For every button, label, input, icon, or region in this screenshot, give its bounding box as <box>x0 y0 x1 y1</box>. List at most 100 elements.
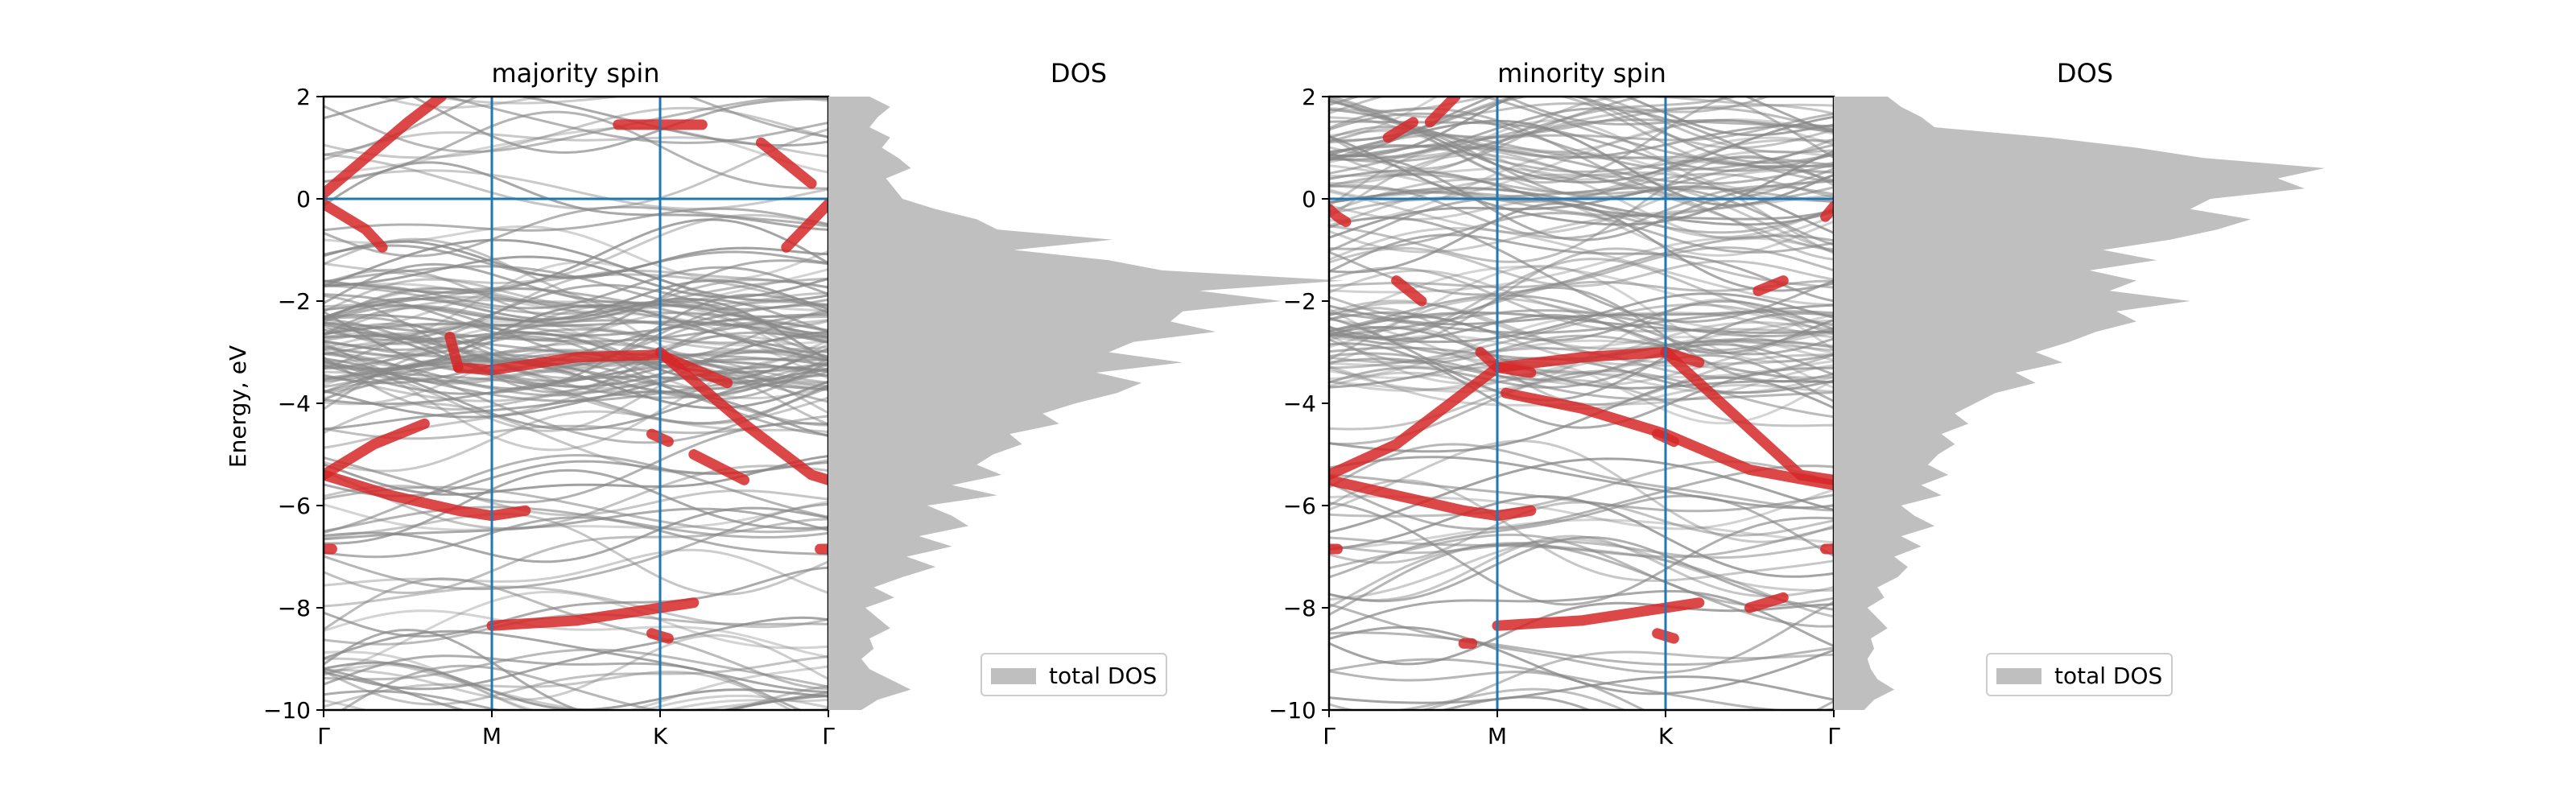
band-line <box>324 402 828 476</box>
band-line <box>324 110 828 190</box>
total-dos-area <box>828 97 1344 710</box>
energy-axis-label: Energy, eV <box>225 345 251 468</box>
band-line <box>324 259 828 341</box>
band-line <box>324 648 828 688</box>
band-line <box>1329 246 1834 289</box>
band-line <box>324 295 828 319</box>
band-line <box>1329 118 1834 163</box>
band-line <box>1329 443 1834 512</box>
band-line <box>1329 543 1834 618</box>
highlighted-band <box>781 198 828 253</box>
band-line <box>1329 542 1834 628</box>
band-line <box>324 213 828 285</box>
band-line <box>1329 97 1740 171</box>
highlighted-band <box>1820 201 1834 222</box>
band-line <box>324 609 828 658</box>
highlighted-band <box>1424 97 1461 128</box>
band-line <box>1329 675 1834 704</box>
band-line <box>1329 247 1834 345</box>
kpoint-label: K <box>1658 723 1674 749</box>
band-line <box>324 266 828 310</box>
band-line <box>324 320 828 347</box>
band-line <box>375 97 548 109</box>
band-line <box>1329 147 1834 261</box>
band-line <box>324 238 828 302</box>
band-line <box>1329 376 1834 453</box>
band-line <box>1329 97 1771 118</box>
band-line <box>1329 107 1834 182</box>
band-line <box>324 237 828 329</box>
band-line <box>1329 650 1834 710</box>
band-line <box>1329 308 1834 356</box>
band-line <box>324 268 828 320</box>
band-line <box>1329 127 1834 181</box>
band-line <box>324 663 828 710</box>
highlighted-band <box>1382 117 1418 143</box>
band-line <box>324 332 828 383</box>
band-line <box>1329 266 1834 334</box>
band-line <box>324 512 828 596</box>
band-line <box>1329 325 1834 376</box>
band-line <box>1329 601 1834 674</box>
band-line <box>324 566 828 638</box>
band-line <box>324 334 828 399</box>
band-line <box>1329 258 1834 340</box>
band-line <box>324 268 828 313</box>
highlighted-band <box>324 418 430 481</box>
legend-swatch <box>991 668 1036 684</box>
band-line <box>324 518 828 595</box>
band-line <box>1329 187 1834 226</box>
band-line <box>1329 535 1834 602</box>
band-line <box>1329 151 1834 222</box>
band-line <box>1329 184 1834 240</box>
highlighted-band <box>324 97 447 200</box>
band-line <box>324 349 828 427</box>
band-line <box>410 97 828 155</box>
band-line <box>1329 631 1834 666</box>
band-line <box>1329 325 1834 390</box>
band-line <box>1329 361 1834 425</box>
band-line <box>1329 670 1834 710</box>
highlighted-band <box>452 349 733 389</box>
kpoint-label: K <box>653 723 668 749</box>
y-tick-label: −2 <box>1283 288 1316 315</box>
band-line <box>324 507 828 541</box>
band-line <box>1329 173 1834 253</box>
band-line <box>324 350 828 383</box>
highlighted-band <box>324 198 388 253</box>
minority-dos-panel: DOS total DOS <box>1834 58 2325 710</box>
highlighted-band <box>1391 275 1427 307</box>
band-line <box>1329 301 1834 365</box>
band-line <box>324 548 828 594</box>
highlighted-band <box>1744 592 1789 613</box>
highlighted-band <box>654 347 828 485</box>
band-line <box>324 319 828 370</box>
band-lines <box>324 97 828 710</box>
y-tick-label: 0 <box>1302 186 1316 213</box>
y-tick-label: −2 <box>278 288 311 315</box>
highlighted-band <box>1329 474 1537 522</box>
band-line <box>324 331 828 374</box>
band-line <box>324 506 828 564</box>
band-line <box>440 97 828 145</box>
band-line <box>1329 479 1834 582</box>
minority-dos-title: DOS <box>2057 58 2113 89</box>
band-line <box>1329 106 1834 159</box>
legend-label: total DOS <box>2054 663 2162 689</box>
band-line <box>424 97 625 105</box>
band-line <box>324 654 803 710</box>
band-line <box>1329 299 1834 342</box>
band-line <box>1329 311 1834 334</box>
band-line <box>324 694 828 710</box>
total-dos-area <box>1834 97 2325 710</box>
band-line <box>324 97 828 154</box>
kpoint-label: Γ <box>1323 723 1335 749</box>
band-lines <box>1329 97 1834 710</box>
band-line <box>1329 460 1834 518</box>
band-line <box>1329 227 1834 306</box>
legend-swatch <box>1996 668 2041 684</box>
minority-spin-band-panel: minority spin Γ M K Γ 2 0 −2 −4 −6 −8 −10 <box>1269 58 1840 749</box>
band-line <box>1329 538 1834 601</box>
band-line <box>324 464 828 530</box>
band-line <box>1329 314 1834 355</box>
